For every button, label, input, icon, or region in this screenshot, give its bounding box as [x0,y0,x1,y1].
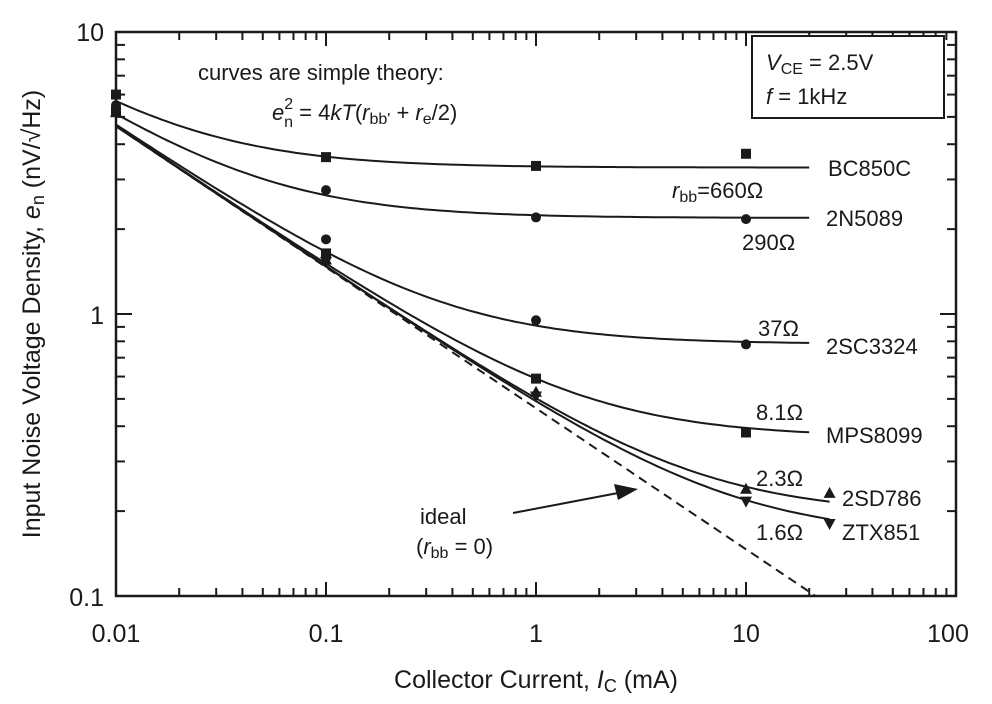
marker-mps8099 [531,373,541,384]
marker-mps8099 [741,427,751,438]
marker-2sd786 [740,482,752,494]
series-name-2n5089: 2N5089 [826,206,903,231]
rbb-label-bc850c: rbb=660Ω [672,178,763,206]
rbb-label-2n5089: 290Ω [742,230,795,255]
y-tick-label: 0.1 [69,584,104,612]
marker-2n5089 [321,185,331,196]
y-tick-label: 1 [90,302,104,330]
rbb-label-2sd786: 2.3Ω [756,466,803,491]
theory-curve-2n5089 [115,113,810,219]
series-name-2sd786: 2SD786 [842,486,922,511]
marker-ztx851 [320,256,332,268]
theory-curve-mps8099 [115,125,810,434]
marker-2n5089 [531,212,541,223]
conditions-box: VCE = 2.5V f = 1kHz [751,35,945,119]
x-tick-label: 10 [732,620,760,648]
series-name-mps8099: MPS8099 [826,423,923,448]
ideal-label: ideal [420,504,466,529]
rbb-label-mps8099: 8.1Ω [756,400,803,425]
theory-curve-2sc3324 [115,123,810,344]
marker-ztx851 [530,391,542,403]
marker-ztx851 [740,496,752,508]
equation: e2 n = 4kT(rbb' + re/2) [272,96,457,131]
marker-ztx851 [823,519,836,531]
theory-curve-bc850c [115,100,810,169]
series-name-ztx851: ZTX851 [842,520,920,545]
vce-condition: VCE = 2.5V [766,50,874,78]
y-tick-labels: 10 1 0.1 [69,19,104,612]
rbb-label-2sc3324: 37Ω [758,316,799,341]
marker-2sc3324 [741,339,751,350]
series-name-bc850c: BC850C [828,156,911,181]
x-tick-label: 0.01 [92,620,141,648]
ideal-arrow [512,484,638,514]
y-axis-title: Input Noise Voltage Density, en (nV/√Hz) [18,90,48,539]
theory-curves [115,100,830,597]
theory-note: curves are simple theory: [198,60,444,85]
x-tick-labels: 0.01 0.1 1 10 100 [92,620,969,648]
freq-condition: f = 1kHz [766,84,847,109]
x-axis-title: Collector Current, IC (mA) [394,666,678,696]
data-markers [110,89,836,531]
plot-frame [114,30,958,598]
axis-ticks [116,32,956,596]
marker-mps8099 [321,248,331,259]
marker-2n5089 [741,214,751,225]
y-tick-label: 10 [76,19,104,47]
ideal-rbb-label: (rbb = 0) [416,534,493,562]
marker-bc850c [321,152,331,163]
marker-2sd786 [823,486,836,498]
theory-curve-ztx851 [115,125,830,521]
x-tick-label: 100 [927,620,969,648]
x-tick-label: 0.1 [309,620,344,648]
marker-bc850c [741,148,751,159]
x-tick-label: 1 [529,620,543,648]
marker-bc850c [531,160,541,171]
marker-2sc3324 [531,315,541,326]
series-name-2sc3324: 2SC3324 [826,334,918,359]
marker-2sc3324 [321,234,331,245]
rbb-label-ztx851: 1.6Ω [756,520,803,545]
